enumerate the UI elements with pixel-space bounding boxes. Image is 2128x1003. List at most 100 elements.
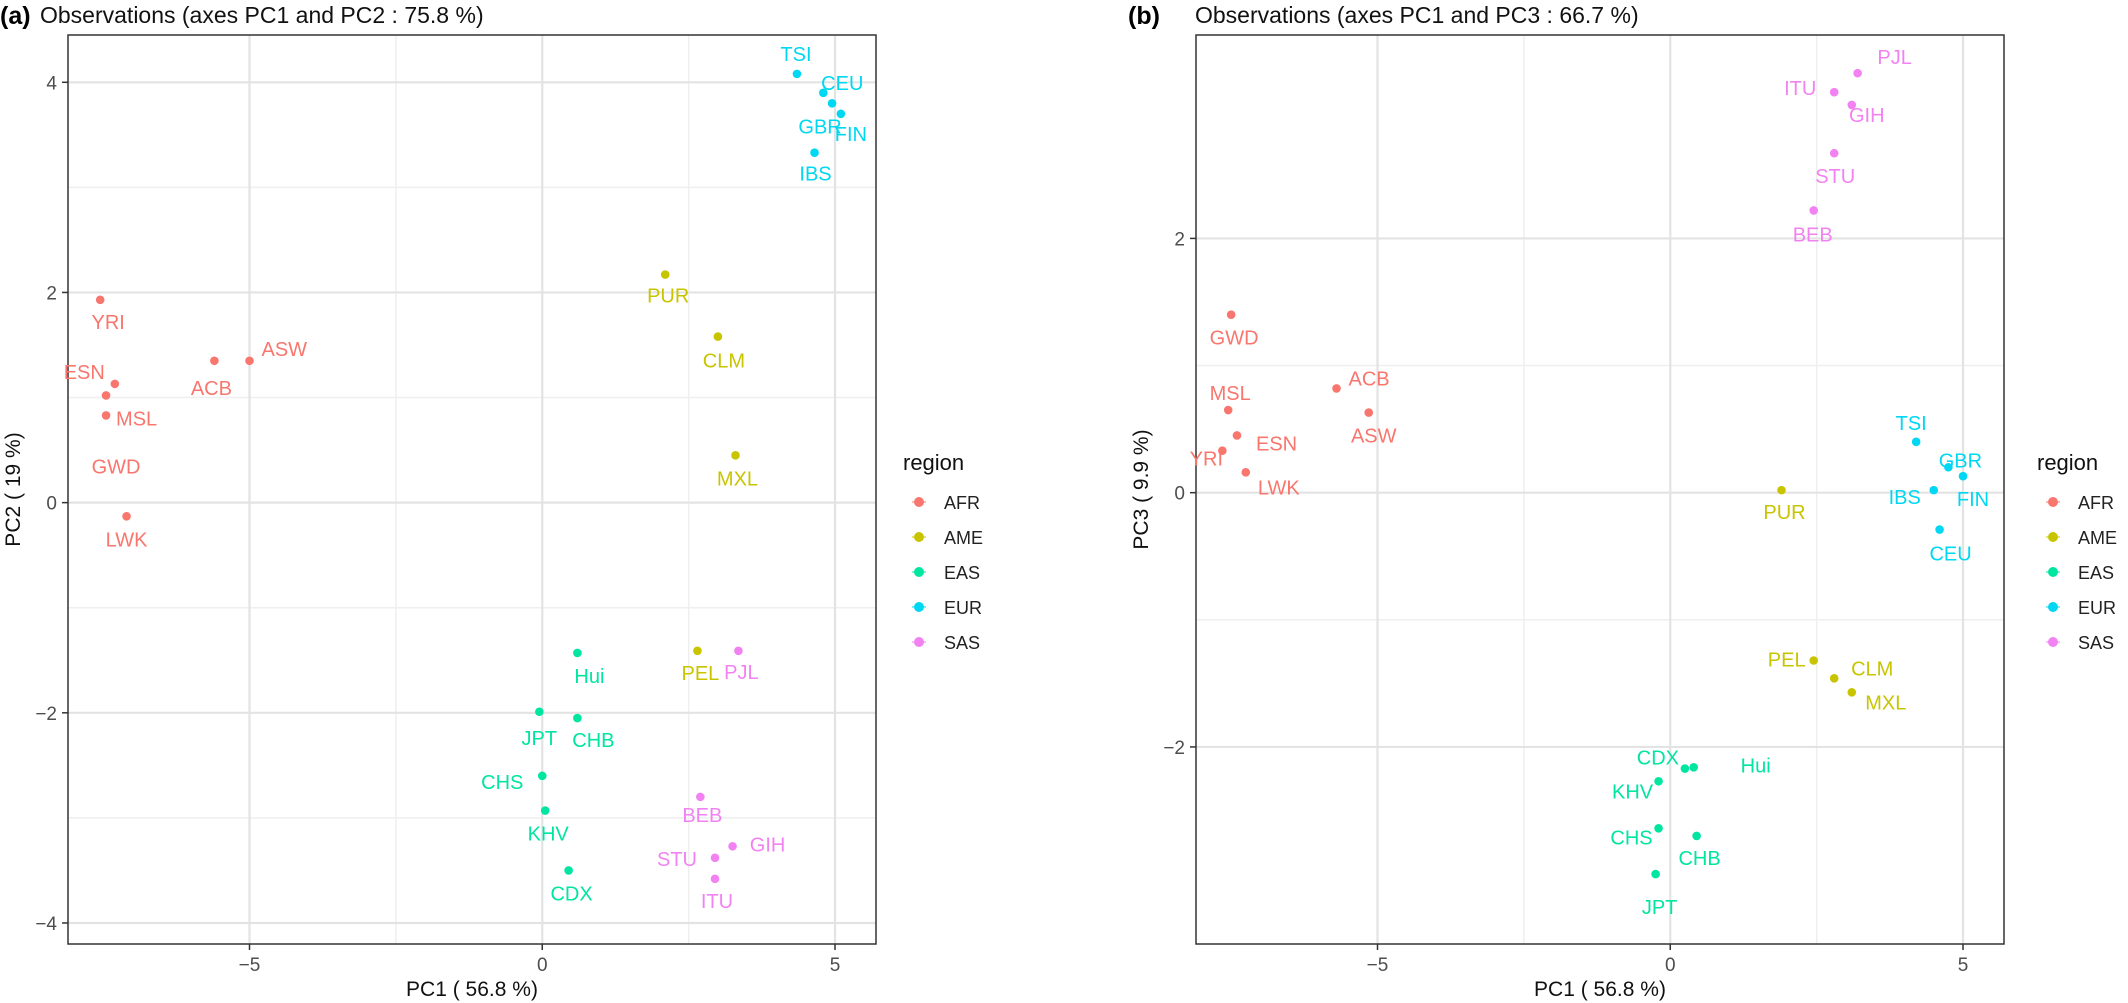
x-tick-label: −5 — [1367, 955, 1389, 976]
point-label-pjl: PJL — [1877, 47, 1911, 69]
point-label-khv: KHV — [528, 824, 570, 846]
point-label-gih: GIH — [750, 834, 786, 856]
point-label-clm: CLM — [1851, 658, 1893, 680]
chart-title: Observations (axes PC1 and PC3 : 66.7 %) — [1195, 2, 1639, 28]
point-lwk — [1241, 468, 1251, 477]
point-pel — [693, 646, 702, 656]
y-tick-label: −4 — [35, 914, 57, 935]
point-label-chb: CHB — [572, 730, 614, 752]
plot-border — [67, 34, 877, 945]
data-points: YRI ESN MSL GWD ACB ASW LWK PUR CLM MXL PEL Hui JPT C… — [64, 44, 867, 913]
x-axis-label: PC1 ( 56.8 %) — [406, 978, 538, 1001]
point-clm — [713, 332, 723, 341]
point-ceu — [819, 88, 828, 98]
point-tsi — [792, 69, 802, 79]
point-label-gbr: GBR — [798, 116, 841, 138]
point-label-ibs: IBS — [799, 164, 831, 186]
point-label-lwk: LWK — [1258, 477, 1301, 499]
point-label-fin: FIN — [1957, 489, 1989, 511]
point-lwk — [122, 511, 131, 521]
legend-label-sas: SAS — [2078, 633, 2114, 653]
point-label-acb: ACB — [1349, 368, 1390, 390]
x-tick-label: 0 — [1665, 955, 1676, 976]
x-tick-label: 5 — [1958, 955, 1969, 976]
point-pjl — [734, 646, 743, 656]
point-label-pur: PUR — [1763, 502, 1805, 524]
gridlines — [1196, 35, 2004, 944]
point-jpt — [535, 707, 544, 717]
point-yri — [95, 295, 105, 305]
point-hui — [1689, 762, 1698, 772]
point-gbr — [827, 99, 837, 108]
legend-label-ame: AME — [2078, 528, 2117, 548]
legend-label-afr: AFR — [944, 493, 980, 513]
panel-label: (a) — [0, 2, 31, 30]
y-tick-label: 2 — [1174, 229, 1185, 250]
point-tsi — [1911, 437, 1921, 447]
panel-b: (b) Observations (axes PC1 and PC3 : 66.7… — [1128, 2, 2117, 1001]
legend-label-afr: AFR — [2078, 493, 2114, 513]
y-axis-label: PC3 ( 9.9 %) — [1130, 429, 1153, 549]
point-label-chs: CHS — [1610, 827, 1652, 849]
legend: region AFR AME EAS EUR SAS — [903, 450, 983, 653]
point-label-lwk: LWK — [106, 529, 149, 551]
legend-label-eur: EUR — [2078, 598, 2116, 618]
point-label-hui: Hui — [1741, 755, 1771, 777]
point-fin — [836, 109, 846, 119]
legend-label-sas: SAS — [944, 633, 980, 653]
point-label-esn: ESN — [1256, 433, 1297, 455]
point-gwd — [101, 411, 111, 420]
point-label-itu: ITU — [701, 891, 733, 913]
point-itu — [1829, 87, 1839, 97]
point-chb — [1692, 831, 1701, 841]
legend-label-eas: EAS — [944, 563, 980, 583]
point-cdx — [564, 866, 573, 875]
point-mxl — [731, 451, 740, 460]
point-jpt — [1651, 869, 1660, 879]
point-ceu — [1935, 525, 1944, 534]
point-label-yri: YRI — [92, 312, 125, 334]
point-chb — [573, 713, 582, 723]
point-ibs — [810, 148, 819, 157]
point-pel — [1809, 656, 1819, 665]
point-label-gwd: GWD — [1210, 328, 1259, 350]
point-beb — [696, 792, 705, 802]
point-label-tsi: TSI — [1896, 413, 1927, 435]
point-pur — [660, 270, 670, 279]
legend: region AFR AME EAS EUR SAS — [2037, 450, 2117, 653]
point-yri — [1218, 446, 1227, 456]
point-label-cdx: CDX — [1637, 748, 1679, 770]
point-label-pel: PEL — [682, 663, 720, 685]
plot-border — [1195, 34, 2005, 945]
point-msl — [1223, 405, 1233, 415]
point-label-ibs: IBS — [1889, 487, 1921, 509]
point-stu — [1829, 148, 1839, 158]
point-label-stu: STU — [657, 849, 697, 871]
y-tick-label: 0 — [46, 494, 57, 515]
point-label-stu: STU — [1815, 166, 1855, 188]
panel-label: (b) — [1128, 2, 1160, 30]
point-chs — [1654, 824, 1663, 833]
y-tick-label: −2 — [35, 704, 57, 725]
x-tick-label: −5 — [239, 955, 261, 976]
point-label-gih: GIH — [1849, 105, 1885, 127]
point-gih — [1847, 100, 1857, 110]
point-label-ceu: CEU — [1929, 544, 1971, 566]
point-label-jpt: JPT — [522, 728, 558, 750]
point-label-tsi: TSI — [780, 44, 811, 66]
chart-title: Observations (axes PC1 and PC2 : 75.8 %) — [40, 2, 484, 28]
x-tick-label: 0 — [537, 955, 548, 976]
point-asw — [1364, 408, 1374, 417]
point-esn — [110, 379, 120, 389]
point-label-esn: ESN — [64, 362, 105, 384]
point-mxl — [1847, 687, 1857, 697]
point-label-chb: CHB — [1678, 848, 1720, 870]
point-gih — [728, 841, 737, 851]
point-label-fin: FIN — [835, 124, 867, 146]
y-axis-label: PC2 ( 19 %) — [2, 432, 25, 546]
point-label-pjl: PJL — [724, 662, 758, 684]
data-points: GWD MSL ESN YRI LWK ACB ASW PUR PEL CLM MXL CDX Hui K… — [1190, 47, 1989, 919]
point-fin — [1958, 471, 1968, 481]
point-label-beb: BEB — [1793, 224, 1833, 246]
